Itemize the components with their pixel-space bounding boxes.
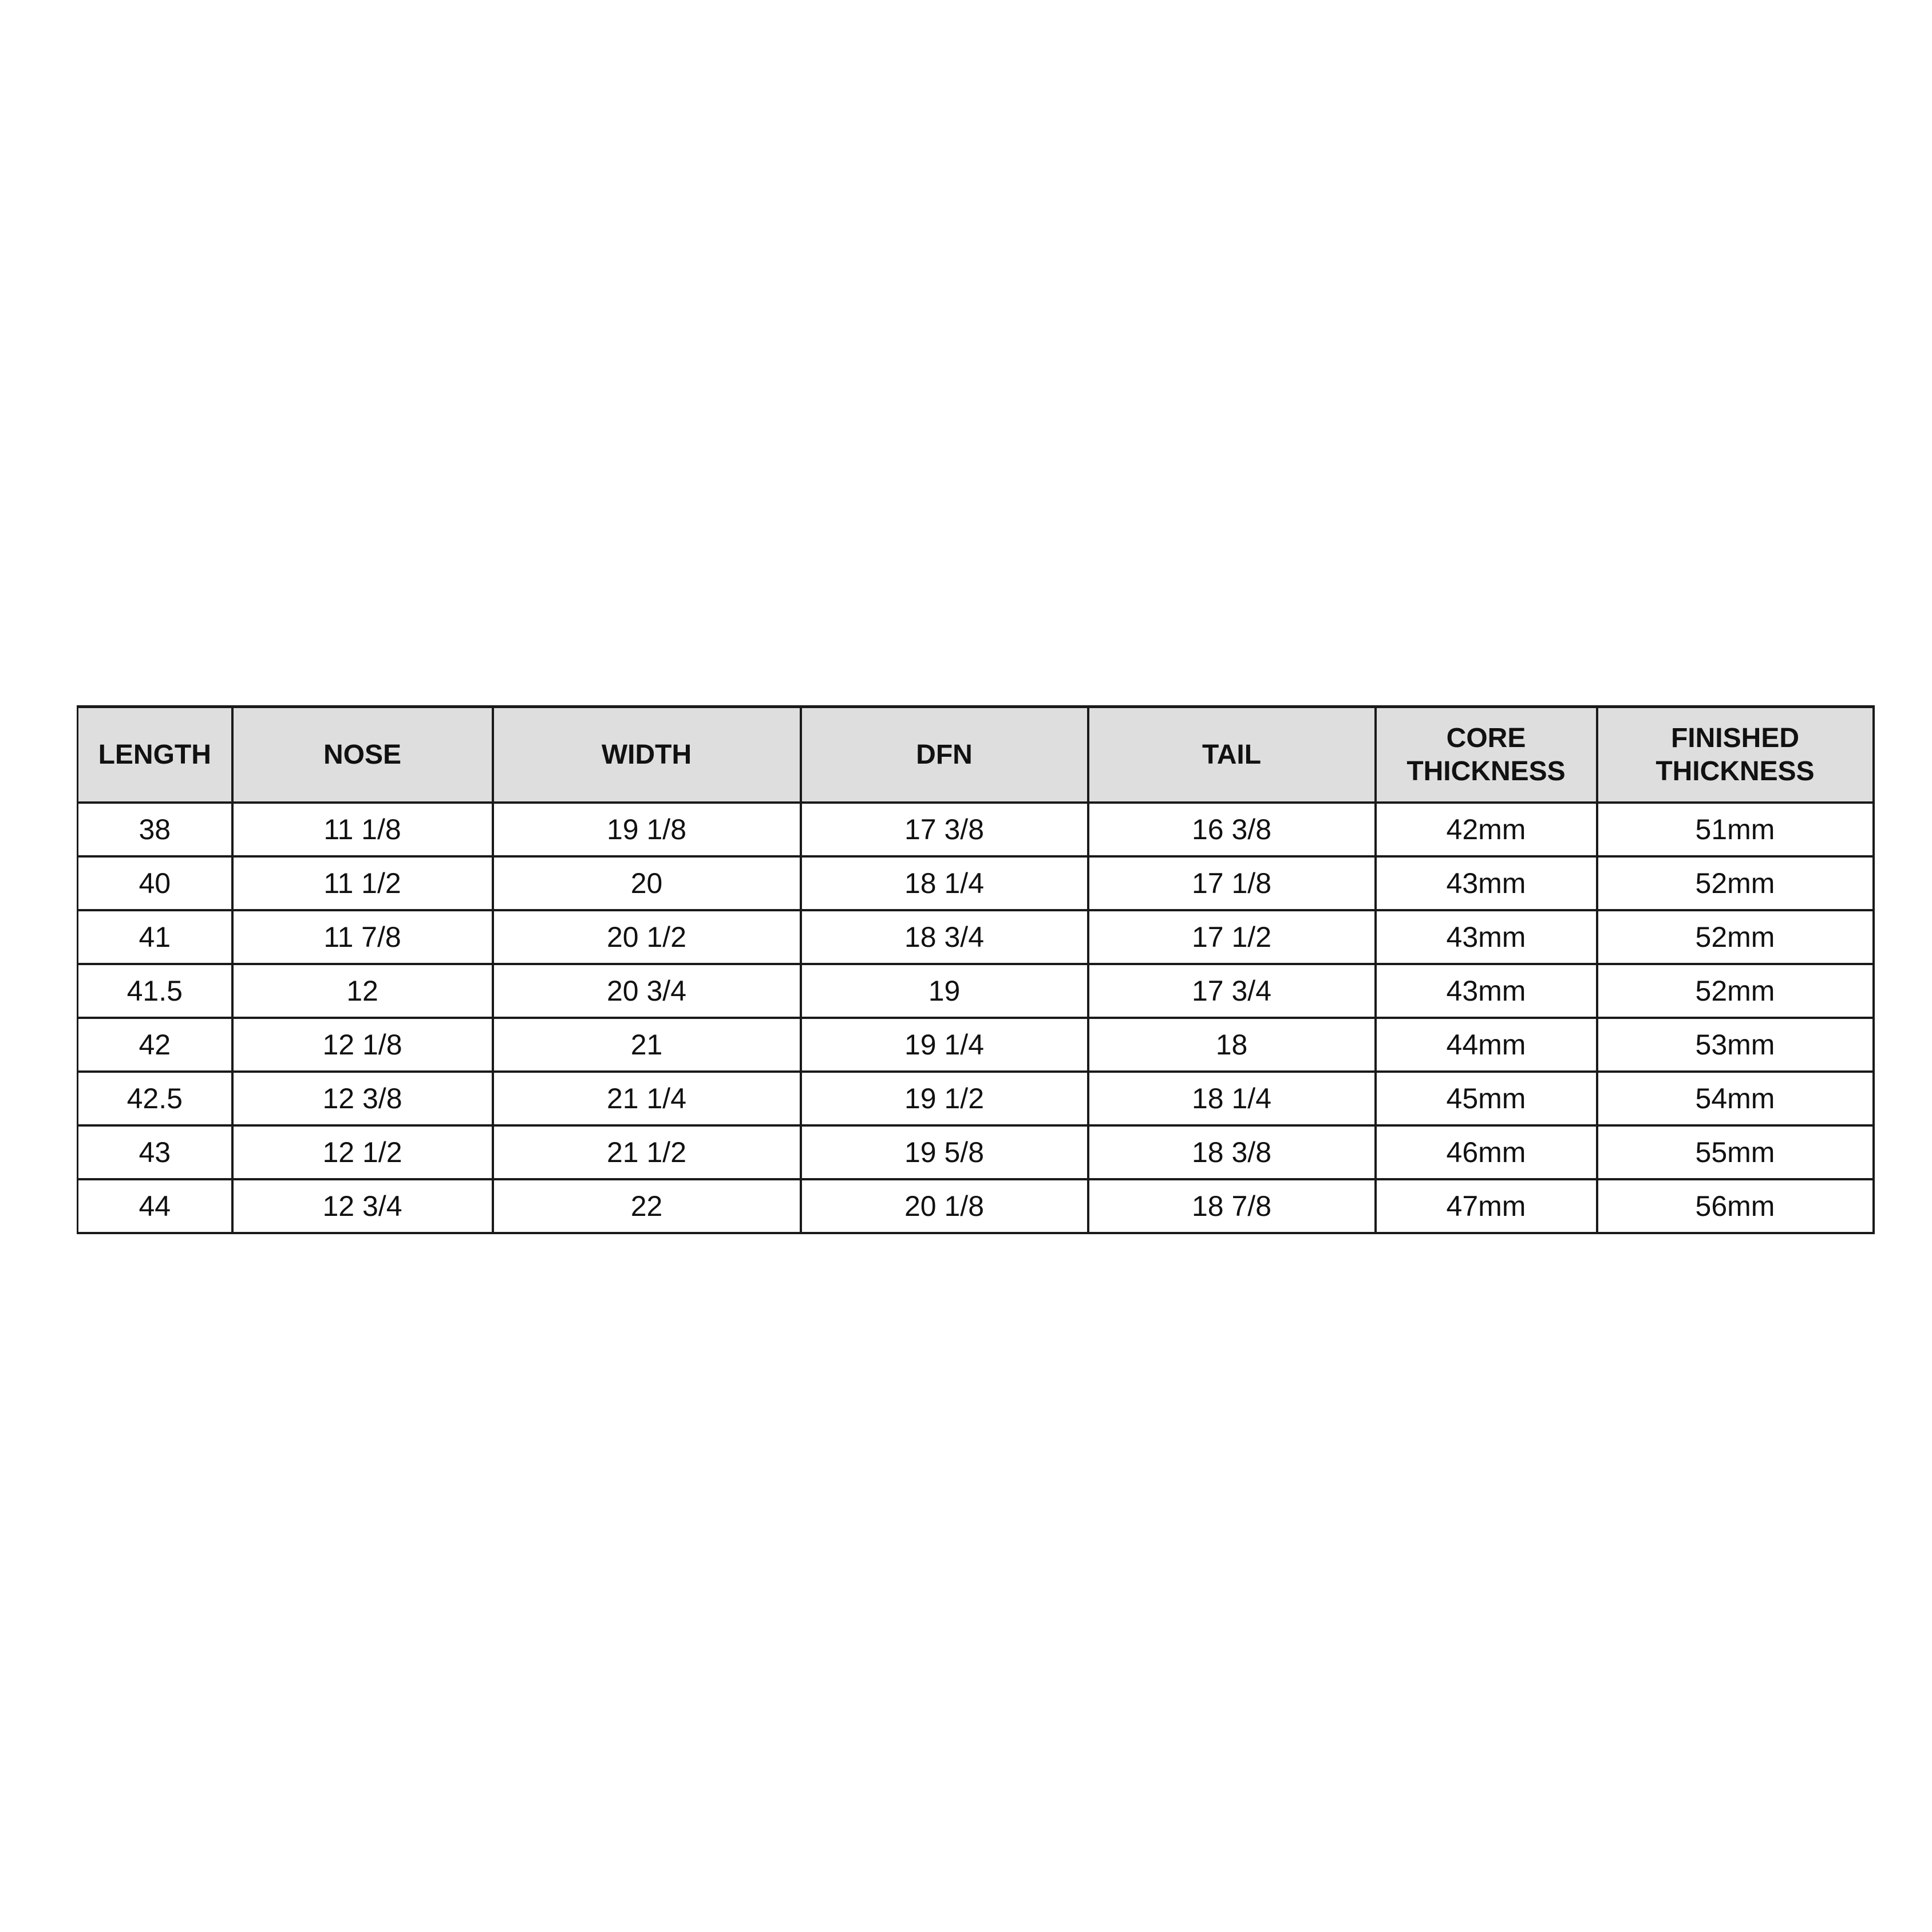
column-header-finished-thickness: FINISHED THICKNESS (1595, 705, 1875, 804)
column-header-text: DFN (916, 739, 973, 770)
cell-length: 43 (77, 1124, 234, 1180)
cell-length: 40 (77, 855, 234, 911)
cell-tail: 17 1/2 (1086, 909, 1377, 965)
table-row: 43 12 1/2 21 1/2 19 5/8 18 3/8 46mm 55mm (77, 1124, 1875, 1180)
cell-length: 38 (77, 801, 234, 858)
column-header-text: CORE (1446, 722, 1526, 753)
cell-width: 22 (491, 1178, 802, 1234)
cell-width: 21 1/2 (491, 1124, 802, 1180)
cell-length: 42 (77, 1017, 234, 1073)
cell-tail: 17 3/4 (1086, 963, 1377, 1019)
cell-length: 41.5 (77, 963, 234, 1019)
cell-nose: 12 3/8 (231, 1070, 494, 1127)
column-header-text: NOSE (323, 739, 402, 770)
cell-core-thickness: 43mm (1374, 909, 1598, 965)
column-header-text: TAIL (1202, 739, 1262, 770)
table-row: 40 11 1/2 20 18 1/4 17 1/8 43mm 52mm (77, 855, 1875, 911)
cell-core-thickness: 46mm (1374, 1124, 1598, 1180)
cell-width: 20 (491, 855, 802, 911)
table-row: 44 12 3/4 22 20 1/8 18 7/8 47mm 56mm (77, 1178, 1875, 1234)
column-header-text: FINISHED (1670, 722, 1799, 753)
cell-tail: 16 3/8 (1086, 801, 1377, 858)
column-header-text: THICKNESS (1406, 756, 1566, 787)
column-header-length: LENGTH (77, 705, 234, 804)
table-row: 42.5 12 3/8 21 1/4 19 1/2 18 1/4 45mm 54mm (77, 1070, 1875, 1127)
table-row: 42 12 1/8 21 19 1/4 18 44mm 53mm (77, 1017, 1875, 1073)
cell-width: 21 (491, 1017, 802, 1073)
cell-length: 41 (77, 909, 234, 965)
column-header-tail: TAIL (1086, 705, 1377, 804)
table-row: 41 11 7/8 20 1/2 18 3/4 17 1/2 43mm 52mm (77, 909, 1875, 965)
cell-finished-thickness: 53mm (1595, 1017, 1875, 1073)
cell-width: 20 3/4 (491, 963, 802, 1019)
header-row: LENGTH NOSE WIDTH DFN TAIL CORE THICKNESS FINIS… (77, 705, 1875, 804)
cell-nose: 12 3/4 (231, 1178, 494, 1234)
cell-nose: 11 7/8 (231, 909, 494, 965)
column-header-width: WIDTH (491, 705, 802, 804)
cell-dfn: 17 3/8 (799, 801, 1089, 858)
cell-dfn: 19 1/2 (799, 1070, 1089, 1127)
cell-finished-thickness: 54mm (1595, 1070, 1875, 1127)
cell-finished-thickness: 52mm (1595, 963, 1875, 1019)
cell-dfn: 19 5/8 (799, 1124, 1089, 1180)
cell-core-thickness: 47mm (1374, 1178, 1598, 1234)
size-chart-table: LENGTH NOSE WIDTH DFN TAIL CORE THICKNESS FINIS… (77, 705, 1875, 1234)
cell-tail: 17 1/8 (1086, 855, 1377, 911)
column-header-text: THICKNESS (1656, 756, 1815, 787)
column-header-text: WIDTH (601, 739, 692, 770)
cell-tail: 18 7/8 (1086, 1178, 1377, 1234)
cell-dfn: 19 (799, 963, 1089, 1019)
cell-nose: 11 1/8 (231, 801, 494, 858)
cell-finished-thickness: 52mm (1595, 909, 1875, 965)
cell-core-thickness: 42mm (1374, 801, 1598, 858)
column-header-text: LENGTH (98, 739, 211, 770)
cell-finished-thickness: 55mm (1595, 1124, 1875, 1180)
cell-nose: 12 1/8 (231, 1017, 494, 1073)
cell-nose: 11 1/2 (231, 855, 494, 911)
cell-width: 19 1/8 (491, 801, 802, 858)
cell-width: 21 1/4 (491, 1070, 802, 1127)
column-header-nose: NOSE (231, 705, 494, 804)
table-row: 38 11 1/8 19 1/8 17 3/8 16 3/8 42mm 51mm (77, 801, 1875, 858)
cell-tail: 18 1/4 (1086, 1070, 1377, 1127)
cell-dfn: 18 1/4 (799, 855, 1089, 911)
cell-core-thickness: 44mm (1374, 1017, 1598, 1073)
cell-dfn: 19 1/4 (799, 1017, 1089, 1073)
cell-dfn: 18 3/4 (799, 909, 1089, 965)
cell-core-thickness: 43mm (1374, 963, 1598, 1019)
cell-tail: 18 (1086, 1017, 1377, 1073)
cell-finished-thickness: 51mm (1595, 801, 1875, 858)
cell-nose: 12 1/2 (231, 1124, 494, 1180)
cell-width: 20 1/2 (491, 909, 802, 965)
cell-finished-thickness: 56mm (1595, 1178, 1875, 1234)
cell-length: 42.5 (77, 1070, 234, 1127)
column-header-dfn: DFN (799, 705, 1089, 804)
cell-length: 44 (77, 1178, 234, 1234)
column-header-core-thickness: CORE THICKNESS (1374, 705, 1598, 804)
cell-finished-thickness: 52mm (1595, 855, 1875, 911)
cell-core-thickness: 43mm (1374, 855, 1598, 911)
cell-tail: 18 3/8 (1086, 1124, 1377, 1180)
table-row: 41.5 12 20 3/4 19 17 3/4 43mm 52mm (77, 963, 1875, 1019)
cell-nose: 12 (231, 963, 494, 1019)
cell-dfn: 20 1/8 (799, 1178, 1089, 1234)
cell-core-thickness: 45mm (1374, 1070, 1598, 1127)
